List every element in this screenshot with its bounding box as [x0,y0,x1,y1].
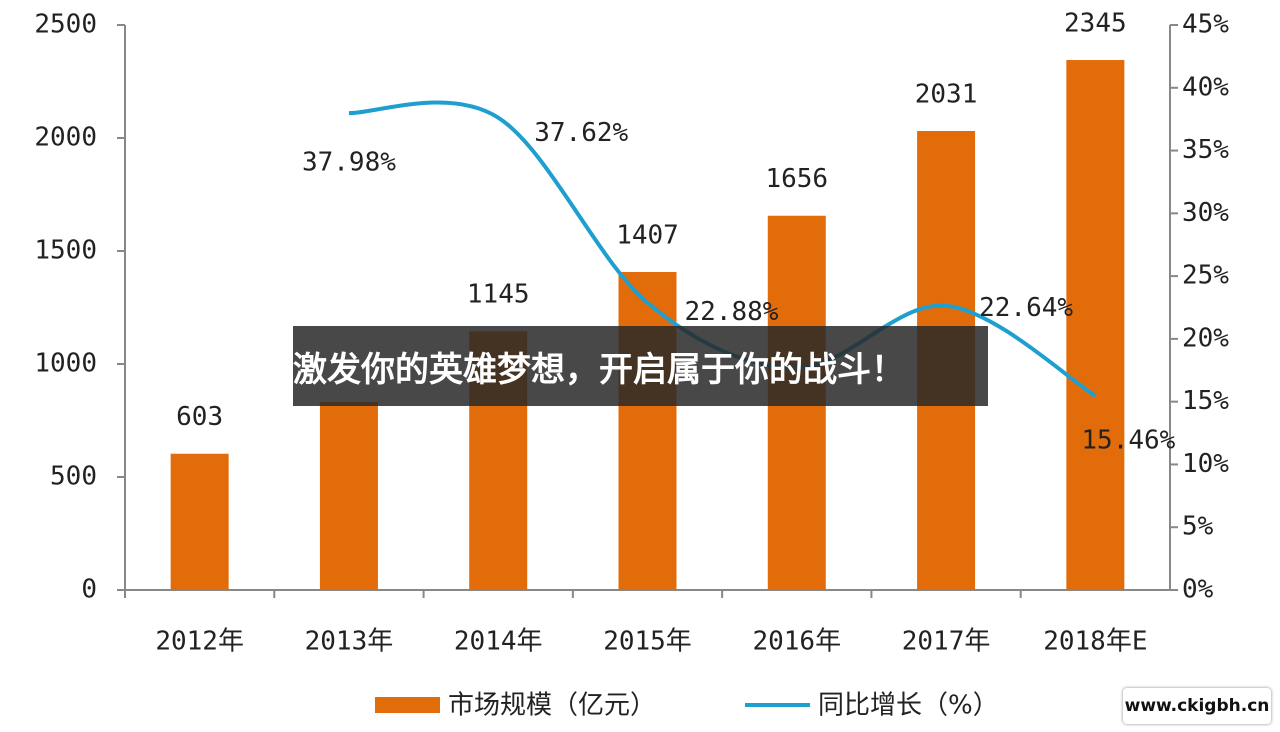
y-tick-label: 1500 [34,236,97,266]
bar-label: 1656 [765,164,828,194]
y2-tick-label: 20% [1182,323,1229,353]
line-label: 37.98% [302,148,396,178]
bar-label: 2031 [915,79,978,109]
bar-label: 2345 [1064,9,1127,39]
y-tick-label: 0 [81,575,97,605]
bar-label: 1145 [467,280,530,310]
bar [618,272,677,590]
line-label: 37.62% [534,118,628,148]
x-tick-label: 2015年 [603,627,692,657]
legend-swatch [375,697,440,713]
legend-label: 市场规模（亿元） [448,691,656,721]
y-tick-label: 1000 [34,349,97,379]
line-label: 15.46% [1081,425,1175,455]
y2-tick-label: 10% [1182,449,1229,479]
y2-tick-label: 5% [1182,512,1214,542]
x-tick-label: 2018年E [1043,627,1147,657]
bar-label: 603 [176,402,223,432]
line-label: 22.64% [979,293,1073,323]
bar-label: 1407 [616,221,679,251]
legend-label: 同比增长（%） [818,691,999,721]
bar [319,401,378,590]
x-tick-label: 2014年 [454,627,543,657]
y2-tick-label: 25% [1182,261,1229,291]
x-tick-label: 2016年 [752,627,841,657]
line-label: 22.88% [685,297,779,327]
y2-tick-label: 15% [1182,386,1229,416]
y2-tick-label: 40% [1182,72,1229,102]
y2-tick-label: 35% [1182,135,1229,165]
y-tick-label: 500 [50,462,97,492]
x-tick-label: 2017年 [902,627,991,657]
bar [170,453,229,590]
y-tick-label: 2000 [34,123,97,153]
banner: 激发你的英雄梦想，开启属于你的战斗！ [293,326,988,406]
y2-tick-label: 30% [1182,198,1229,228]
y-tick-label: 2500 [34,10,97,40]
y2-tick-label: 0% [1182,575,1214,605]
x-tick-label: 2012年 [155,627,244,657]
watermark: www.ckigbh.cn [1123,688,1271,724]
y2-tick-label: 45% [1182,10,1229,40]
x-tick-label: 2013年 [305,627,394,657]
bar [1066,60,1125,590]
